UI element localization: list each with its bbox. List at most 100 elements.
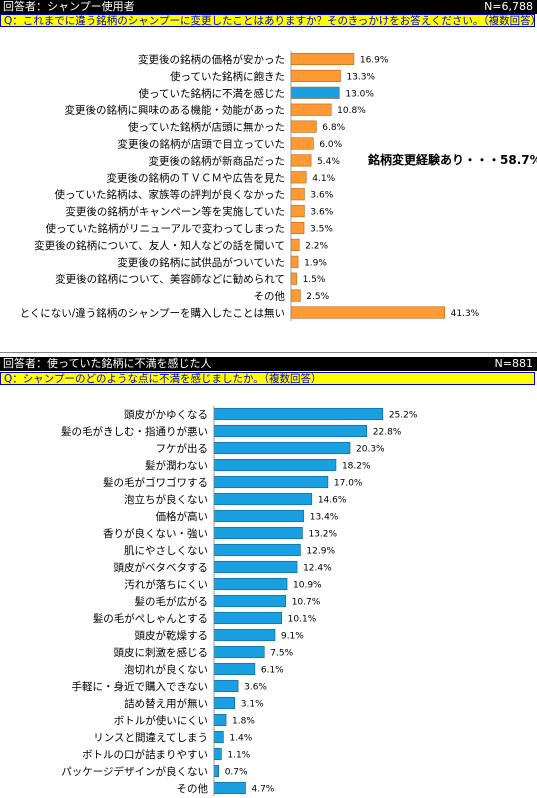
bar <box>213 611 282 625</box>
category-label: パッケージデザインが良くない <box>61 765 208 778</box>
value-label: 3.5% <box>310 225 333 235</box>
bar <box>290 238 300 251</box>
category-label: 変更後の銘柄のＴＶＣＭや広告を見た <box>107 171 286 184</box>
category-label: 詰め替え用が無い <box>124 697 208 710</box>
value-label: 13.0% <box>345 89 374 99</box>
value-label: 12.4% <box>303 564 332 574</box>
value-label: 16.9% <box>360 56 389 66</box>
section1-header: 回答者：シャンプー使用者 N=6,788 <box>0 0 537 14</box>
category-label: 変更後の銘柄に試供品がついていた <box>117 256 285 269</box>
value-label: 1.8% <box>232 717 255 727</box>
value-label: 1.9% <box>304 258 327 268</box>
category-label: 使っていた銘柄に飽きた <box>170 70 285 83</box>
section2-sample-size: N=881 <box>494 357 533 370</box>
dissatisfaction-points-chart: 頭皮がかゆくなる 25.2% 髪の毛がきしむ・指通りが悪い 22.8% フケが出る 20.… <box>61 405 418 796</box>
value-label: 10.9% <box>293 581 322 591</box>
value-label: 22.8% <box>373 428 402 438</box>
category-label: 頭皮がかゆくなる <box>124 408 208 421</box>
bar <box>213 424 368 438</box>
bar <box>213 526 303 540</box>
value-label: 7.5% <box>270 649 293 659</box>
category-label: その他 <box>254 290 286 303</box>
category-label: 使っていた銘柄が店頭に無かった <box>128 121 285 134</box>
value-label: 6.0% <box>319 140 342 150</box>
shampoo-switch-reasons-chart: 変更後の銘柄の価格が安かった 16.9% 使っていた銘柄に飽きた 13.3% 使っていた… <box>20 50 537 321</box>
category-label: 手軽に・身近で購入できない <box>72 680 209 693</box>
value-label: 12.9% <box>306 547 335 557</box>
bar <box>213 696 236 710</box>
bar <box>290 69 341 82</box>
bar <box>290 103 332 116</box>
bar <box>290 306 445 319</box>
category-label: 髪の毛がきしむ・指通りが悪い <box>61 425 208 438</box>
category-label: 髪の毛がぺしゃんとする <box>93 612 208 625</box>
bar <box>213 441 351 455</box>
value-label: 25.2% <box>389 411 418 421</box>
category-label: 変更後の銘柄が新商品だった <box>149 154 286 167</box>
bar <box>290 137 314 150</box>
bar <box>213 509 305 523</box>
bar <box>290 171 307 184</box>
value-label: 0.7% <box>225 768 248 778</box>
value-label: 14.6% <box>318 496 347 506</box>
category-label: 変更後の銘柄が店頭で目立っていた <box>118 138 285 151</box>
bar <box>213 713 227 727</box>
bar <box>290 52 355 66</box>
category-label: 香りが良くない・強い <box>103 527 208 540</box>
value-label: 6.8% <box>322 123 345 133</box>
category-label: 使っていた銘柄に不満を感じた <box>139 87 285 100</box>
bar <box>290 120 317 133</box>
value-label: 10.1% <box>288 615 317 625</box>
value-label: 3.6% <box>310 191 333 201</box>
category-label: 髪が潤わない <box>145 459 208 472</box>
category-label: ボトルが使いにくい <box>114 714 208 727</box>
bar <box>290 154 312 167</box>
section1-question: Q：これまでに違う銘柄のシャンプーに変更したことはありますか？そのきっかけをお答… <box>0 14 535 27</box>
bar <box>213 594 286 608</box>
category-label: フケが出る <box>156 442 209 455</box>
value-label: 10.8% <box>337 106 366 116</box>
bar <box>290 289 301 302</box>
value-label: 4.7% <box>251 785 274 795</box>
section-divider <box>0 352 537 353</box>
value-label: 1.5% <box>303 275 326 285</box>
bar <box>213 679 239 693</box>
category-label: 価格が高い <box>156 510 209 523</box>
section2-question: Q：シャンプーのどのような点に不満を感じましたか。（複数回答） <box>0 372 535 385</box>
category-label: 変更後の銘柄の価格が安かった <box>138 53 285 66</box>
category-label: 肌にやさしくない <box>124 545 208 557</box>
bar <box>290 255 299 268</box>
bar <box>213 628 276 642</box>
section1-sample-size: N=6,788 <box>484 0 533 13</box>
category-label: 泡切れが良くない <box>124 663 208 676</box>
category-label: 頭皮に刺激を感じる <box>114 646 209 659</box>
bar <box>290 205 305 218</box>
value-label: 2.5% <box>306 292 329 302</box>
category-label: 変更後の銘柄がキャンペーン等を実施していた <box>65 205 285 218</box>
value-label: 6.1% <box>261 666 284 676</box>
value-label: 13.2% <box>308 530 337 540</box>
value-label: 1.4% <box>229 734 252 744</box>
value-label: 10.7% <box>292 598 321 608</box>
category-label: リンスと間違えてしまう <box>93 731 208 744</box>
category-label: その他 <box>177 782 209 795</box>
bar <box>213 407 384 421</box>
bar <box>213 543 301 557</box>
section1-respondent: 回答者：シャンプー使用者 <box>3 0 135 13</box>
value-label: 41.3% <box>451 309 480 319</box>
category-label: 変更後の銘柄について、友人・知人などの話を聞いて <box>34 239 285 252</box>
value-label: 17.0% <box>334 479 363 489</box>
bar <box>213 781 246 795</box>
bar <box>290 86 340 99</box>
bar <box>213 662 256 676</box>
bar <box>290 272 297 285</box>
category-label: 泡立ちが良くない <box>124 493 208 506</box>
value-label: 20.3% <box>356 445 385 455</box>
value-label: 13.3% <box>346 72 375 82</box>
value-label: 4.1% <box>312 174 335 184</box>
bar <box>213 458 337 472</box>
switch-experience-note: 銘柄変更経験あり・・・58.7% <box>368 152 537 167</box>
category-label: 頭皮がベタベタする <box>114 561 209 574</box>
value-label: 3.1% <box>241 700 264 710</box>
section2-header: 回答者：使っていた銘柄に不満を感じた人 N=881 <box>0 357 537 371</box>
